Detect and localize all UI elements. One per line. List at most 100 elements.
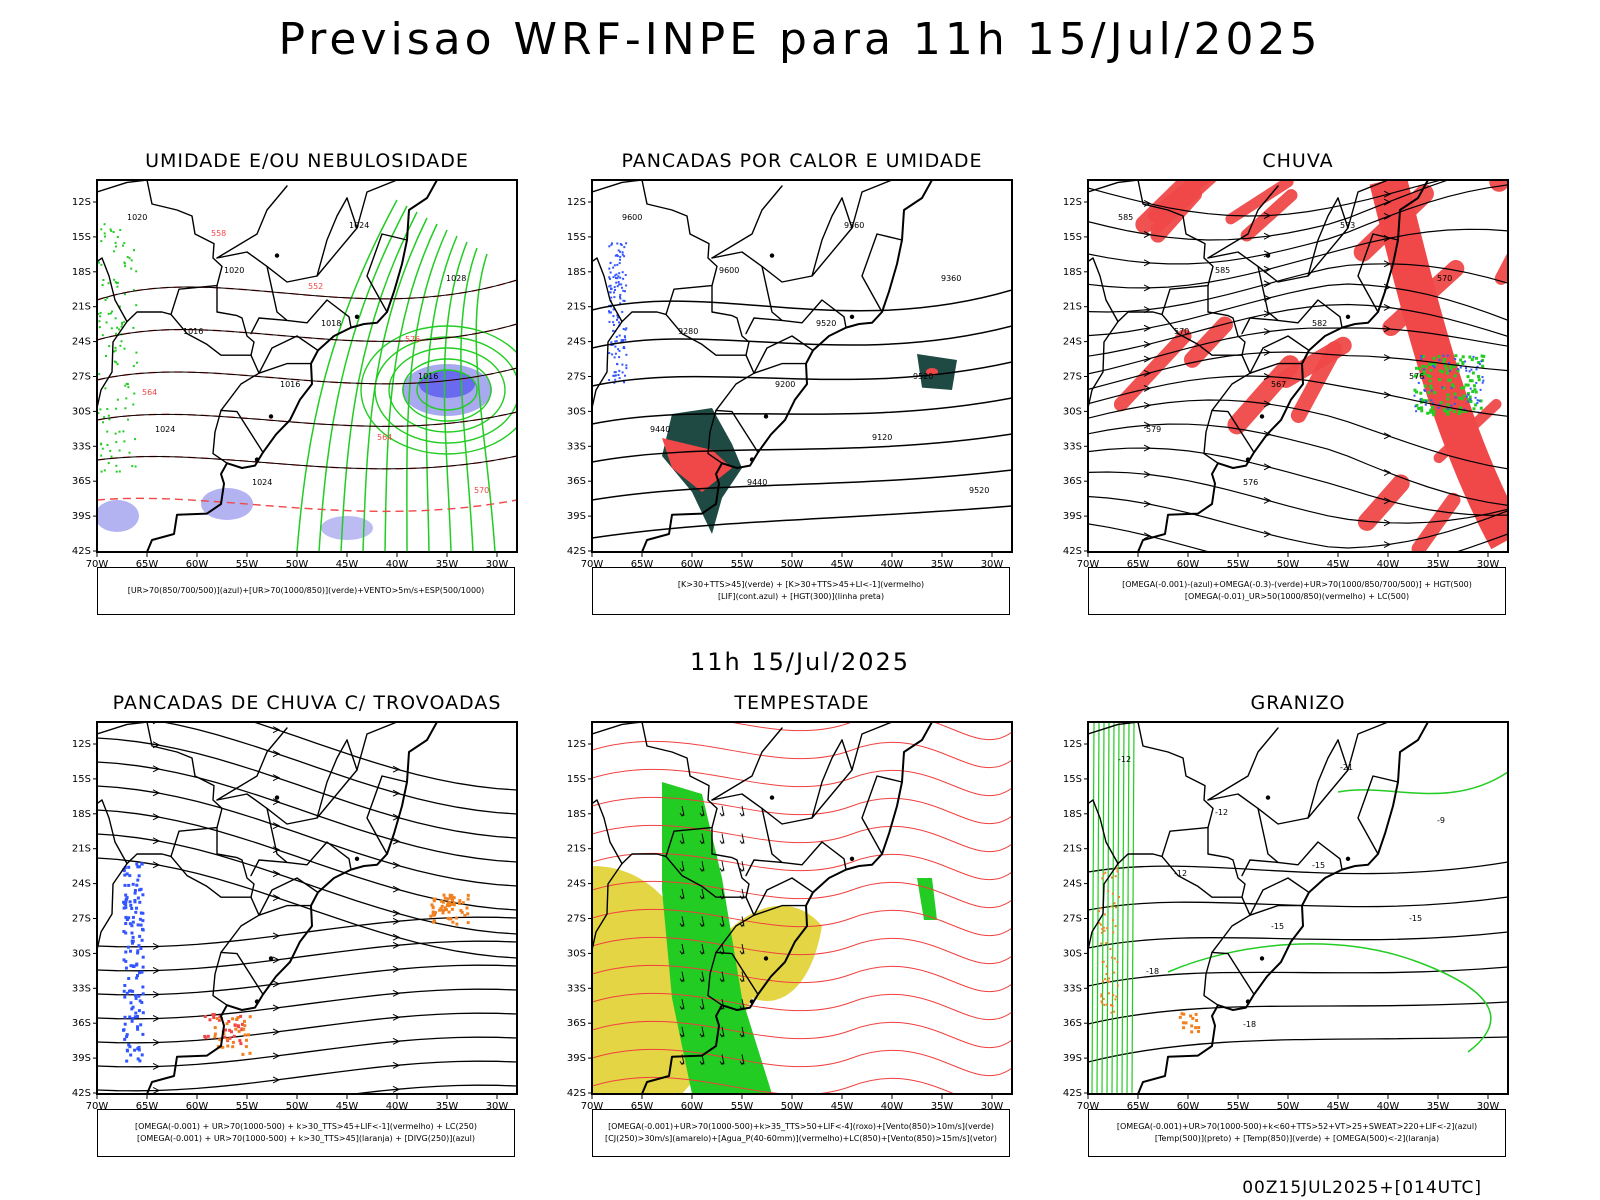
- lon-tick-label: 35W: [1427, 1101, 1450, 1112]
- legend-line: [OMEGA(-0.001)-(azul)+OMEGA(-0.3)-(verde…: [1122, 580, 1472, 589]
- contour-label: 1024: [252, 478, 272, 487]
- lat-tick-label: 30S: [1063, 406, 1082, 417]
- contour-label: 552: [308, 282, 323, 291]
- contour-label: 9440: [650, 425, 670, 434]
- contour-label: -12: [1174, 869, 1187, 878]
- footer-run-label: 00Z15JUL2025+[014UTC]: [1242, 1178, 1482, 1198]
- lat-tick-label: 24S: [1063, 879, 1082, 890]
- lat-tick-label: 39S: [72, 1053, 91, 1064]
- contour-label: 1020: [224, 266, 244, 275]
- contour-label: 1020: [127, 213, 147, 222]
- legend-line: [UR>70(850/700/500)](azul)+[UR>70(1000/8…: [127, 586, 485, 595]
- contour-label: 576: [1409, 372, 1424, 381]
- lon-tick-label: 55W: [1227, 559, 1250, 570]
- contour-label: -15: [1271, 922, 1284, 931]
- contour-label: 567: [1271, 380, 1286, 389]
- panel-legend: [OMEGA(-0.001)-(azul)+OMEGA(-0.3)-(verde…: [1088, 567, 1506, 615]
- lon-tick-label: 40W: [386, 1101, 409, 1112]
- panel-title: PANCADAS DE CHUVA C/ TROVOADAS: [112, 692, 502, 714]
- contour-label: 564: [142, 388, 157, 397]
- contour-label: -9: [1437, 816, 1445, 825]
- lon-tick-label: 50W: [1277, 559, 1300, 570]
- lon-tick-label: 60W: [681, 1101, 704, 1112]
- lon-tick-label: 55W: [731, 559, 754, 570]
- contour-label: 9520: [913, 372, 933, 381]
- contour-label: 9200: [775, 380, 795, 389]
- contour-label: 9520: [816, 319, 836, 328]
- lat-tick-label: 21S: [567, 302, 586, 313]
- lon-tick-label: 45W: [336, 1101, 359, 1112]
- lat-tick-label: 12S: [567, 197, 586, 208]
- lon-tick-label: 45W: [831, 1101, 854, 1112]
- lon-tick-label: 50W: [286, 559, 309, 570]
- lat-tick-label: 36S: [1063, 476, 1082, 487]
- legend-line: [OMEGA(-0.001)+UR>70(1000-500)+k<60+TTS>…: [1116, 1122, 1478, 1131]
- lon-tick-label: 40W: [881, 1101, 904, 1112]
- panel-legend: [OMEGA(-0.001)+UR>70(1000-500)+k>35_TTS>…: [592, 1109, 1010, 1157]
- lon-tick-label: 70W: [1077, 1101, 1100, 1112]
- weather-map: 9600 9600 9520 9520 9440 9440 9360 9360 9280 9200…: [567, 179, 1013, 570]
- map-panel-5: TEMPESTADE 12S 15S 18S 21S 24S 27S 30S 33S 36S 39S…: [567, 692, 1013, 1162]
- lon-tick-label: 55W: [236, 1101, 259, 1112]
- lat-tick-label: 39S: [567, 511, 586, 522]
- mid-title: 11h 15/Jul/2025: [689, 648, 911, 676]
- contour-label: 564: [377, 433, 392, 442]
- contour-label: 1018: [321, 319, 341, 328]
- lat-tick-label: 36S: [567, 1018, 586, 1029]
- lat-tick-label: 12S: [567, 739, 586, 750]
- lat-tick-label: 21S: [1063, 844, 1082, 855]
- lat-tick-label: 21S: [1063, 302, 1082, 313]
- lat-tick-label: 30S: [72, 948, 91, 959]
- lat-tick-label: 18S: [1063, 809, 1082, 820]
- lat-tick-label: 42S: [1063, 1088, 1082, 1099]
- lon-tick-label: 55W: [236, 559, 259, 570]
- contour-label: 570: [1174, 327, 1189, 336]
- lat-tick-label: 27S: [1063, 372, 1082, 383]
- lon-tick-label: 40W: [386, 559, 409, 570]
- lat-tick-label: 12S: [72, 739, 91, 750]
- contour-label: 558: [211, 229, 226, 238]
- map-panel-3: CHUVA 585 585 582 576 579 576 573 570 570 567 12S 15…: [1063, 150, 1509, 620]
- lon-tick-label: 30W: [486, 559, 509, 570]
- contour-label: -15: [1312, 861, 1325, 870]
- lat-tick-label: 21S: [72, 844, 91, 855]
- lon-tick-label: 55W: [731, 1101, 754, 1112]
- lat-tick-label: 18S: [72, 809, 91, 820]
- legend-line: [OMEGA(-0.001)+UR>70(1000-500)+k>35_TTS>…: [608, 1122, 994, 1131]
- lat-tick-label: 39S: [567, 1053, 586, 1064]
- contour-label: -21: [1340, 763, 1353, 772]
- contour-label: -15: [1409, 914, 1422, 923]
- lat-tick-label: 30S: [567, 406, 586, 417]
- weather-map: 12S 15S 18S 21S 24S 27S 30S 33S 36S 39S 42S 70W 65W 6…: [567, 721, 1013, 1112]
- panel-legend: [OMEGA(-0.001) + UR>70(1000-500) + k>30_…: [97, 1109, 515, 1157]
- lon-tick-label: 55W: [1227, 1101, 1250, 1112]
- lat-tick-label: 36S: [1063, 1018, 1082, 1029]
- lat-tick-label: 12S: [1063, 739, 1082, 750]
- lat-tick-label: 15S: [72, 232, 91, 243]
- lon-tick-label: 30W: [1477, 559, 1500, 570]
- contour-label: 9280: [678, 327, 698, 336]
- lon-tick-label: 50W: [781, 559, 804, 570]
- lat-tick-label: 39S: [72, 511, 91, 522]
- lat-tick-label: 24S: [72, 337, 91, 348]
- lon-tick-label: 65W: [136, 559, 159, 570]
- lon-tick-label: 35W: [436, 1101, 459, 1112]
- lat-tick-label: 24S: [567, 879, 586, 890]
- contour-label: -18: [1243, 1020, 1256, 1029]
- weather-map: -12 -12 -15 -15 -18 -18 -21 -9 -12 -15 12S 15S 18S 21…: [1063, 721, 1509, 1112]
- lon-tick-label: 50W: [286, 1101, 309, 1112]
- legend-line: [CJ(250)>30m/s](amarelo)+[Agua_P(40-60mm…: [605, 1134, 997, 1143]
- contour-label: 570: [1437, 274, 1452, 283]
- lon-tick-label: 35W: [931, 559, 954, 570]
- lat-tick-label: 33S: [567, 441, 586, 452]
- contour-label: 573: [1340, 221, 1355, 230]
- lat-tick-label: 36S: [567, 476, 586, 487]
- lon-tick-label: 60W: [186, 1101, 209, 1112]
- lon-tick-label: 50W: [781, 1101, 804, 1112]
- lon-tick-label: 70W: [86, 1101, 109, 1112]
- lat-tick-label: 36S: [72, 476, 91, 487]
- lat-tick-label: 42S: [1063, 546, 1082, 557]
- contour-label: -12: [1215, 808, 1228, 817]
- legend-line: [OMEGA(-0.001) + UR>70(1000-500) + k>30_…: [134, 1122, 478, 1131]
- contour-label: 585: [1215, 266, 1230, 275]
